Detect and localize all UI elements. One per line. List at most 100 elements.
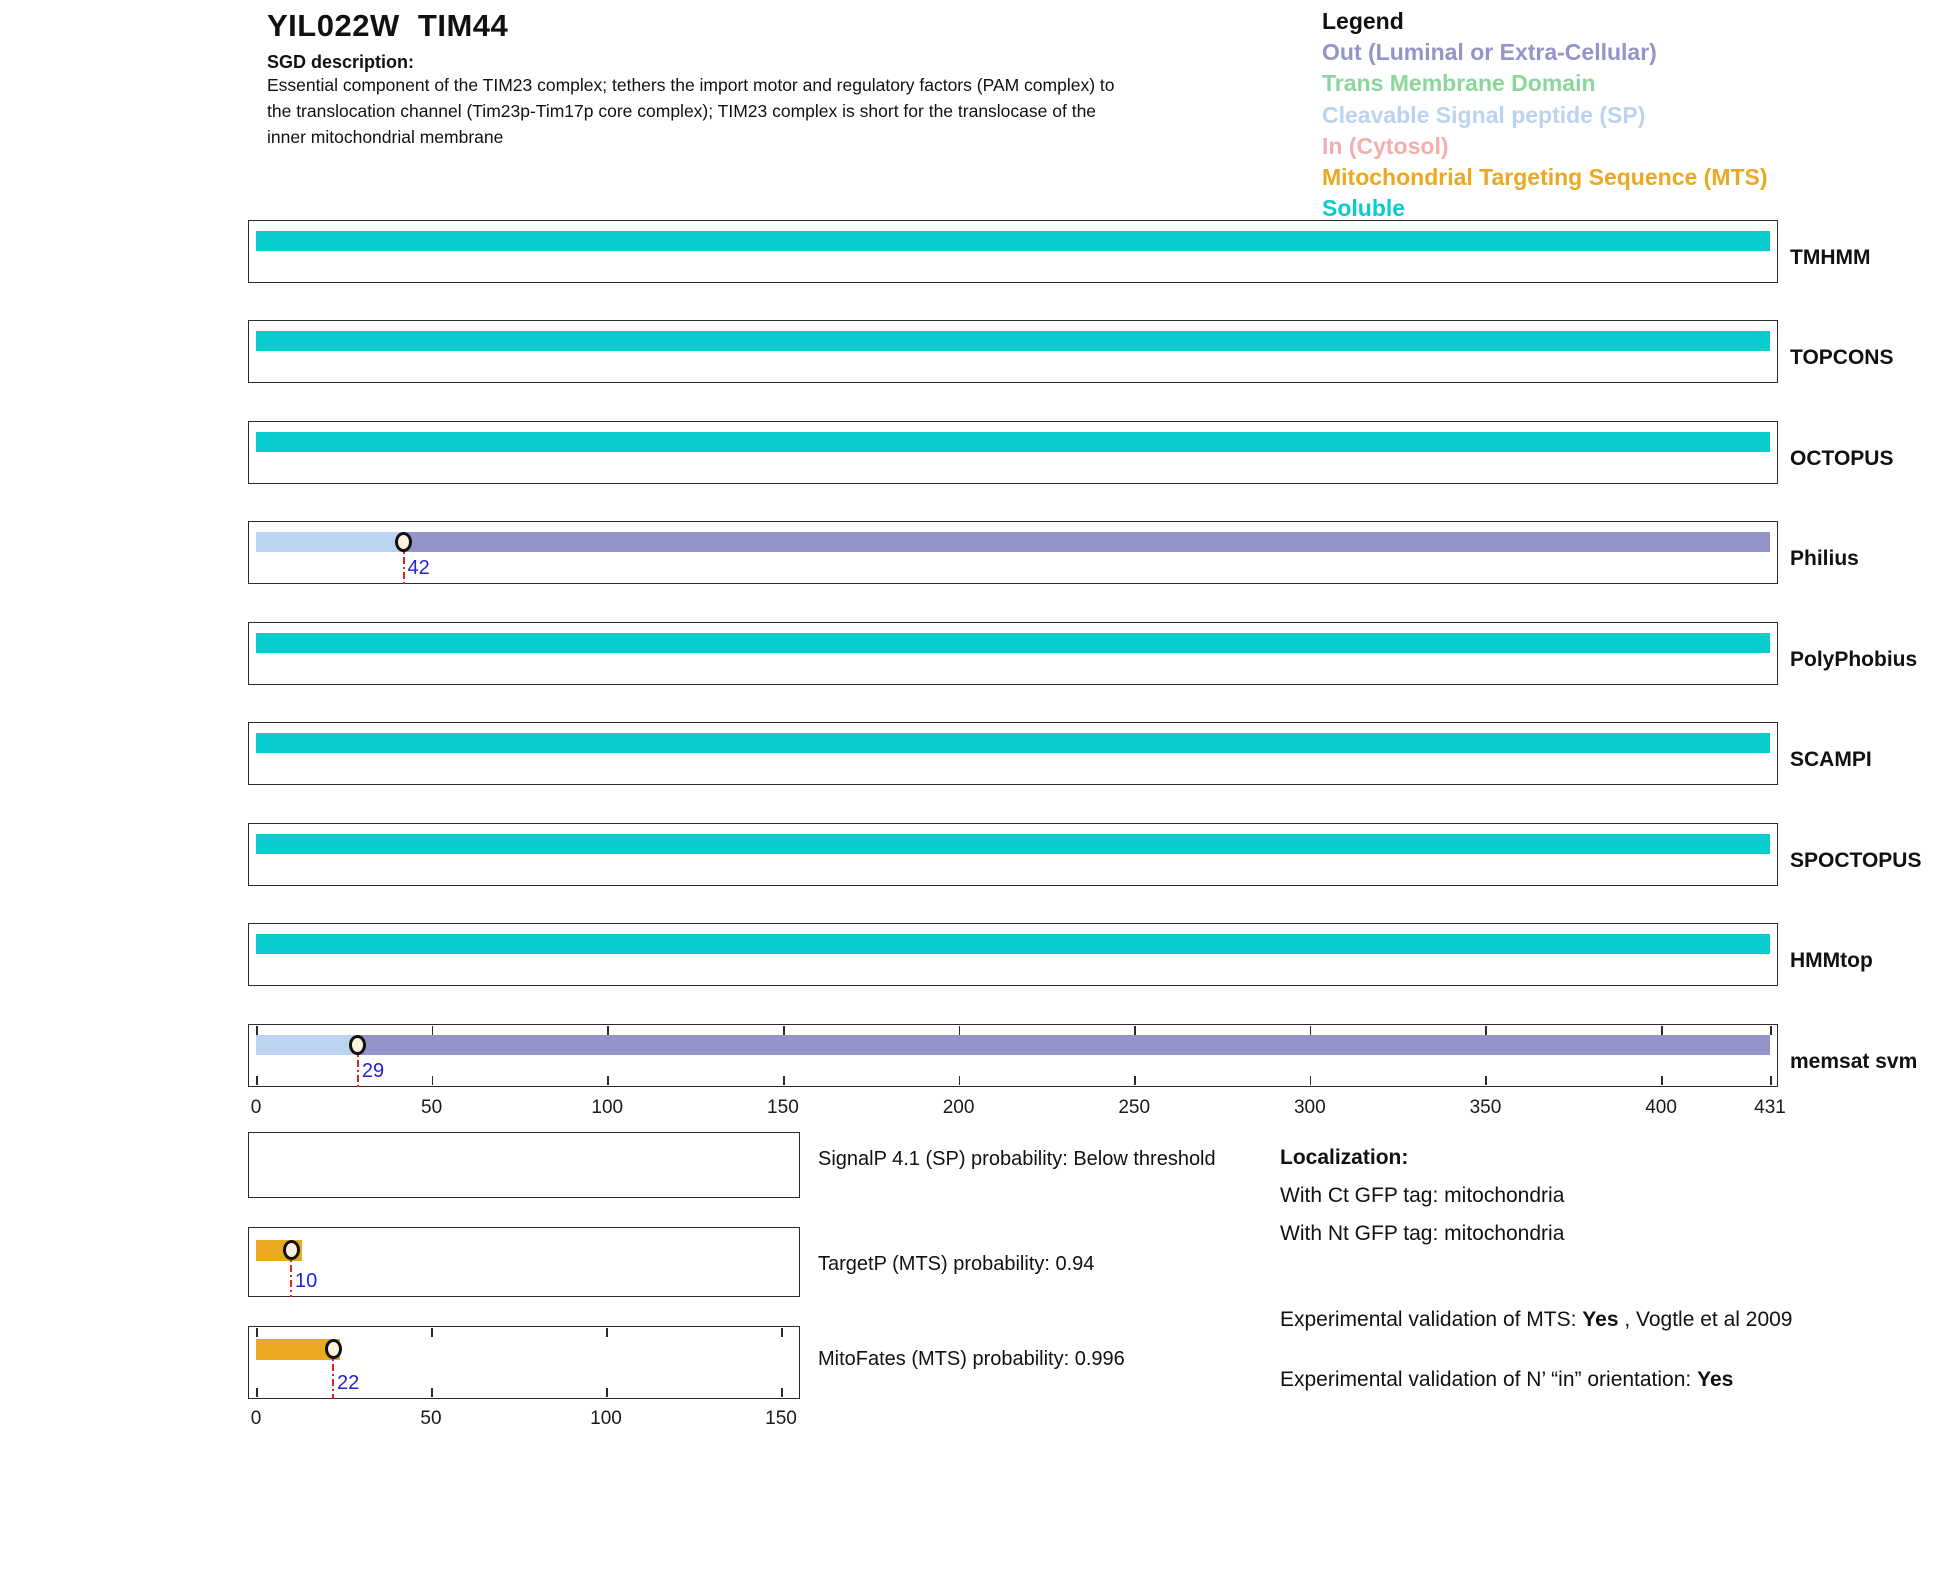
legend-item-mts: Mitochondrial Targeting Sequence (MTS) <box>1322 164 1768 191</box>
ruler-tick <box>781 1388 783 1398</box>
legend-item-out: Out (Luminal or Extra-Cellular) <box>1322 39 1657 65</box>
probability-plot-box-targetp <box>248 1227 800 1297</box>
probability-axis-tick-label: 100 <box>590 1408 622 1429</box>
validation-mts-line: Experimental validation of MTS: Yes , Vo… <box>1280 1308 1792 1332</box>
track-bar-segment <box>256 432 1770 452</box>
track-box-polyphobius <box>248 622 1778 685</box>
ruler-tick <box>606 1388 608 1398</box>
validation-mts-prefix: Experimental validation of MTS: <box>1280 1308 1583 1331</box>
track-bar-segment <box>357 1035 1770 1055</box>
validation-orientation-line: Experimental validation of N’ “in” orien… <box>1280 1368 1733 1392</box>
ruler-tick <box>607 1076 609 1086</box>
ruler-tick <box>606 1327 608 1337</box>
track-box-octopus <box>248 421 1778 484</box>
cut-site-marker <box>349 1035 367 1055</box>
axis-tick-label: 0 <box>250 1097 262 1118</box>
ruler-tick <box>431 1025 434 1035</box>
legend-item-in: In (Cytosol) <box>1322 132 1449 159</box>
track-bar-segment <box>403 532 1770 552</box>
ruler-tick <box>256 1025 258 1035</box>
track-bar-segment <box>256 633 1770 653</box>
track-box-scampi <box>248 722 1778 785</box>
cut-site-label: 22 <box>337 1372 360 1394</box>
ruler-tick <box>431 1327 433 1337</box>
track-label-topcons: TOPCONS <box>1790 346 1894 369</box>
ruler-tick <box>256 1076 258 1086</box>
axis-tick-label: 150 <box>767 1097 799 1118</box>
track-label-polyphobius: PolyPhobius <box>1790 648 1918 671</box>
probability-plot-caption-signalp: SignalP 4.1 (SP) probability: Below thre… <box>818 1148 1216 1170</box>
ruler-tick <box>1485 1025 1488 1035</box>
ruler-tick <box>782 1076 785 1086</box>
legend-item-soluble: Soluble <box>1322 195 1406 222</box>
ruler-tick <box>1770 1076 1772 1086</box>
cut-site-label: 29 <box>361 1060 385 1082</box>
track-bar-segment <box>256 331 1770 351</box>
probability-axis-tick-label: 0 <box>250 1408 262 1429</box>
track-box-philius <box>248 521 1778 584</box>
ruler-tick <box>256 1327 258 1337</box>
legend-list: Out (Luminal or Extra-Cellular) Trans Mem… <box>1322 37 1768 225</box>
localization-line: With Nt GFP tag: mitochondria <box>1280 1222 1565 1245</box>
ruler-tick <box>1661 1076 1663 1086</box>
track-box-spoctopus <box>248 823 1778 886</box>
sgd-description-text: Essential component of the TIM23 complex… <box>267 72 1115 150</box>
axis-tick-label: 50 <box>421 1097 443 1118</box>
track-box-memsat-svm <box>248 1024 1778 1087</box>
track-label-philius: Philius <box>1790 547 1859 570</box>
validation-orientation-prefix: Experimental validation of N’ “in” orien… <box>1280 1368 1698 1391</box>
track-label-spoctopus: SPOCTOPUS <box>1790 849 1922 872</box>
cut-site-line <box>402 542 405 584</box>
track-bar-segment <box>256 934 1770 954</box>
probability-plot-caption-targetp: TargetP (MTS) probability: 0.94 <box>818 1253 1095 1275</box>
track-bar-segment <box>256 231 1770 251</box>
ruler-tick <box>958 1076 961 1086</box>
track-bar-segment <box>256 834 1770 854</box>
track-label-octopus: OCTOPUS <box>1790 447 1894 470</box>
localization-title: Localization: <box>1280 1146 1409 1169</box>
ruler-tick <box>1661 1025 1663 1035</box>
ruler-tick <box>1485 1076 1488 1086</box>
ruler-tick <box>781 1327 783 1337</box>
track-label-hmmtop: HMMtop <box>1790 949 1873 972</box>
track-bar-segment <box>256 1035 358 1055</box>
ruler-tick <box>782 1025 785 1035</box>
cut-site-marker <box>324 1339 342 1359</box>
ruler-tick <box>256 1388 258 1398</box>
cut-site-line <box>290 1250 292 1297</box>
ruler-tick <box>431 1076 434 1086</box>
legend-item-sp: Cleavable Signal peptide (SP) <box>1322 101 1646 128</box>
axis-tick-label: 250 <box>1118 1097 1151 1118</box>
cut-site-marker <box>282 1240 300 1260</box>
probability-axis-tick-label: 150 <box>765 1408 797 1429</box>
axis-tick-label: 100 <box>591 1097 624 1118</box>
ruler-tick <box>1134 1076 1136 1086</box>
sgd-description-label: SGD description: <box>267 52 415 72</box>
track-bar-segment <box>256 532 404 552</box>
legend-item-tm: Trans Membrane Domain <box>1322 70 1596 97</box>
ruler-tick <box>1134 1025 1136 1035</box>
axis-tick-label: 350 <box>1469 1097 1502 1118</box>
ruler-tick <box>1309 1076 1312 1086</box>
axis-tick-label: 300 <box>1293 1097 1326 1118</box>
track-box-topcons <box>248 320 1778 383</box>
ruler-tick <box>958 1025 961 1035</box>
track-box-tmhmm <box>248 220 1778 283</box>
ruler-tick <box>607 1025 609 1035</box>
cut-site-label: 10 <box>295 1270 318 1292</box>
ruler-tick <box>431 1388 433 1398</box>
page-title: YIL022W TIM44 <box>267 8 509 43</box>
track-box-hmmtop <box>248 923 1778 986</box>
validation-mts-suffix: , Vogtle et al 2009 <box>1618 1308 1793 1331</box>
probability-bar <box>256 1339 340 1360</box>
sgd-description-line: inner mitochondrial membrane <box>267 127 504 147</box>
sgd-description-line: the translocation channel (Tim23p-Tim17p… <box>267 101 1097 121</box>
track-label-memsat-svm: memsat svm <box>1790 1050 1918 1073</box>
track-label-scampi: SCAMPI <box>1790 748 1872 771</box>
cut-site-line <box>356 1045 359 1087</box>
validation-orientation-answer: Yes <box>1697 1368 1734 1391</box>
legend: Legend Out (Luminal or Extra-Cellular) Tr… <box>1322 6 1768 225</box>
axis-tick-label: 200 <box>942 1097 975 1118</box>
sgd-description-line: Essential component of the TIM23 complex… <box>267 75 1115 95</box>
ruler-tick <box>1770 1025 1772 1035</box>
